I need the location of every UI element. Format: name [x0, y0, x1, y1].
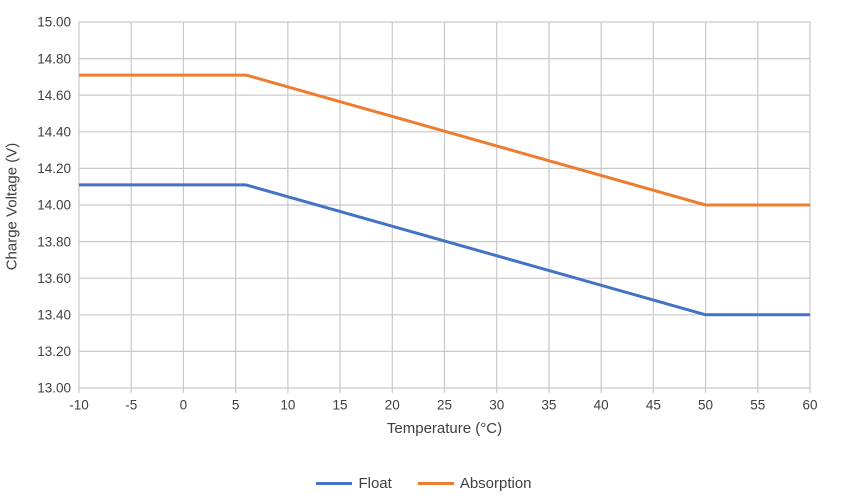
- svg-text:15: 15: [333, 398, 348, 413]
- x-axis-title: Temperature (°C): [386, 420, 503, 437]
- svg-text:13.80: 13.80: [37, 234, 71, 249]
- y-axis-title: Charge Voltage (V): [3, 142, 21, 271]
- absorption-line-swatch: [417, 482, 454, 485]
- svg-text:50: 50: [698, 398, 713, 413]
- svg-text:14.80: 14.80: [37, 51, 71, 66]
- svg-text:60: 60: [802, 398, 817, 413]
- svg-text:15.00: 15.00: [37, 15, 71, 30]
- svg-text:13.00: 13.00: [37, 381, 71, 396]
- svg-text:13.40: 13.40: [37, 308, 71, 323]
- svg-text:5: 5: [232, 398, 240, 413]
- svg-text:25: 25: [437, 398, 452, 413]
- legend-item-absorption: Absorption: [417, 475, 532, 492]
- svg-text:0: 0: [180, 398, 188, 413]
- svg-text:35: 35: [541, 398, 556, 413]
- svg-text:14.00: 14.00: [37, 198, 71, 213]
- svg-text:45: 45: [646, 398, 661, 413]
- svg-text:14.20: 14.20: [37, 161, 71, 176]
- svg-text:-5: -5: [125, 398, 137, 413]
- svg-text:30: 30: [489, 398, 504, 413]
- legend-label-absorption: Absorption: [459, 475, 532, 492]
- legend-label-float: Float: [358, 475, 392, 492]
- svg-text:-10: -10: [69, 398, 89, 413]
- plot-area: 15.00 14.80 14.60 14.40 14.20 14.00 13.80 13.60…: [37, 15, 817, 413]
- svg-text:10: 10: [280, 398, 295, 413]
- svg-text:13.60: 13.60: [37, 271, 71, 286]
- legend: Float Absorption: [0, 475, 848, 492]
- legend-item-float: Float: [316, 475, 392, 492]
- svg-text:14.40: 14.40: [37, 125, 71, 140]
- float-line-swatch: [316, 482, 353, 485]
- svg-text:13.20: 13.20: [37, 344, 71, 359]
- svg-text:40: 40: [594, 398, 609, 413]
- svg-text:55: 55: [750, 398, 765, 413]
- svg-text:14.60: 14.60: [37, 88, 71, 103]
- svg-text:20: 20: [385, 398, 400, 413]
